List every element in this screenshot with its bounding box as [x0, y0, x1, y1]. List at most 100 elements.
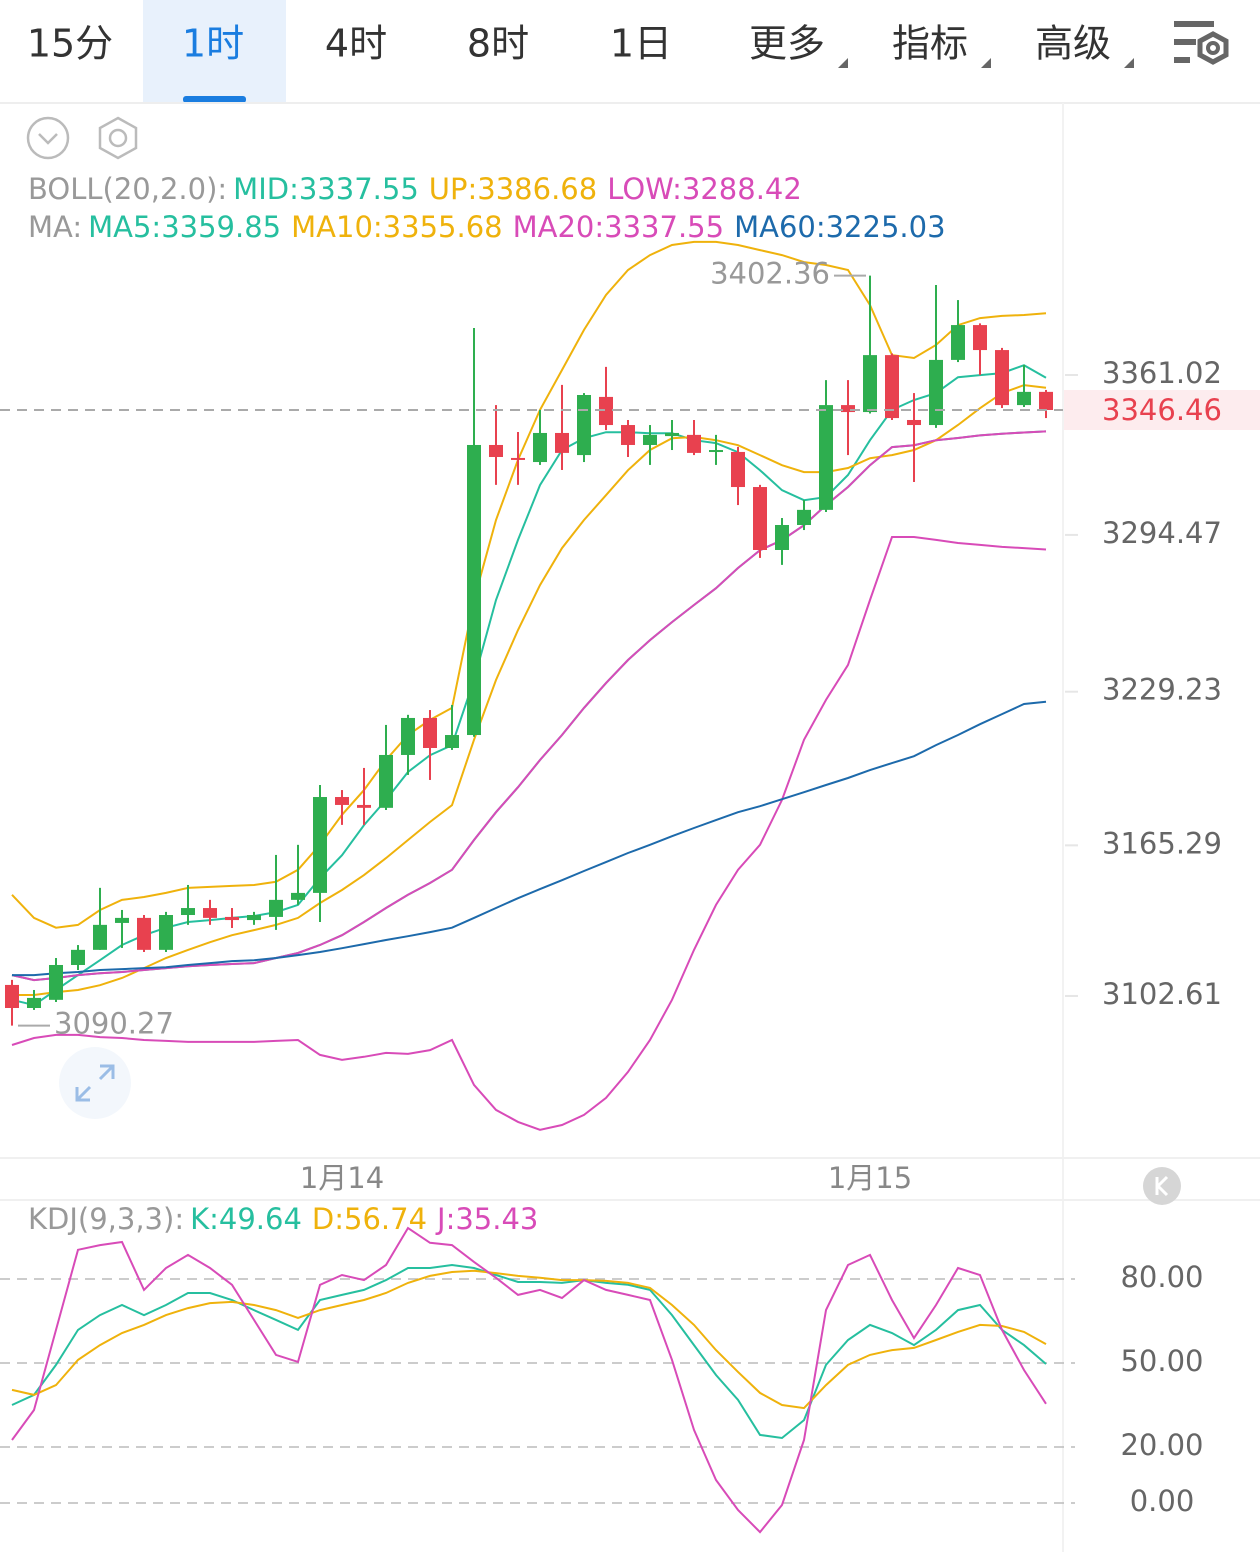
expand-icon: [75, 1064, 115, 1102]
candle-body: [819, 405, 833, 510]
candle-body: [643, 434, 657, 445]
candle-body: [269, 899, 283, 917]
candle-body: [247, 915, 261, 921]
candle-body: [973, 325, 987, 351]
y-tick-label: 0.00: [1130, 1484, 1195, 1518]
candle-body: [731, 451, 745, 488]
candle-body: [577, 394, 591, 456]
candle-body: [5, 984, 19, 1009]
candle-body: [797, 509, 811, 525]
y-tick-label: 80.00: [1120, 1260, 1203, 1294]
tab[interactable]: 15分: [27, 22, 113, 66]
y-tick-label: 50.00: [1120, 1344, 1203, 1378]
tab[interactable]: 高级: [1035, 22, 1111, 66]
legend-label: KDJ(9,3,3):: [28, 1202, 184, 1236]
settings-hex-dot: [108, 128, 128, 148]
current-price-label: 3346.46: [1102, 393, 1222, 427]
dropdown-icon: [981, 58, 991, 68]
y-tick-label: 3361.02: [1102, 356, 1222, 390]
indicator-line: [11, 364, 1047, 1007]
x-tick-label: 1月15: [828, 1161, 912, 1195]
legend-item: MA5:3359.85: [88, 210, 281, 244]
candle-body: [401, 717, 415, 755]
candle-body: [467, 444, 481, 736]
tab[interactable]: 指标: [892, 22, 968, 66]
legend-item: MID:3337.55: [233, 172, 419, 206]
collapse-icon-chevron: [38, 133, 58, 145]
candle-body: [1017, 391, 1031, 406]
candle-body: [313, 797, 327, 893]
candle-body: [885, 355, 899, 419]
indicator-line: [11, 1226, 1047, 1534]
candle-body: [775, 524, 789, 550]
candle-body: [71, 949, 85, 965]
current-price-box: [1064, 389, 1260, 430]
candle-body: [621, 425, 635, 445]
candle-body: [665, 432, 679, 437]
settings-icon[interactable]: [1174, 21, 1229, 65]
dropdown-icon: [838, 58, 848, 68]
candle-body: [489, 444, 503, 457]
candle-body: [203, 908, 217, 918]
k-button-icon: [1155, 1175, 1169, 1197]
y-tick-label: 20.00: [1120, 1428, 1203, 1462]
candle-body: [181, 908, 195, 916]
legend-label: MA:: [28, 210, 82, 244]
indicator-line: [12, 384, 1047, 996]
dropdown-icon: [1124, 58, 1134, 68]
candle-body: [709, 450, 723, 453]
y-tick-label: 3294.47: [1102, 516, 1222, 550]
y-tick-label: 3229.23: [1102, 673, 1222, 707]
settings-hex-icon[interactable]: [98, 116, 138, 160]
candle-body: [951, 325, 965, 360]
indicator-line: [11, 536, 1047, 1131]
legend-label: BOLL(20,2.0):: [28, 172, 227, 206]
expand-button[interactable]: [59, 1047, 131, 1119]
legend-item: J:35.43: [435, 1202, 538, 1236]
tab[interactable]: 1日: [610, 22, 672, 66]
candle-body: [533, 432, 547, 463]
tab[interactable]: 4时: [325, 22, 387, 66]
candle-body: [49, 964, 63, 1000]
tab[interactable]: 1时: [182, 22, 244, 66]
candle-body: [225, 916, 239, 921]
candle-body: [137, 917, 151, 950]
legend-item: UP:3386.68: [429, 172, 597, 206]
y-tick-label: 3102.61: [1102, 977, 1222, 1011]
tab[interactable]: 更多: [749, 22, 825, 66]
legend-item: MA20:3337.55: [513, 210, 724, 244]
candle-body: [445, 735, 459, 748]
candle-body: [423, 717, 437, 748]
candle-body: [93, 924, 107, 950]
candle-body: [511, 457, 525, 460]
charts: 3361.02 3294.47 3229.23 3165.29 3102.61 1月14 1…: [0, 172, 1260, 1534]
y-tick-label: 3165.29: [1102, 826, 1222, 860]
legend-item: MA10:3355.68: [291, 210, 502, 244]
low-marker: 3090.27: [54, 1007, 174, 1041]
candle-body: [115, 917, 129, 923]
collapse-icon[interactable]: [26, 116, 70, 160]
k-button[interactable]: [1143, 1167, 1181, 1205]
tab[interactable]: 8时: [467, 22, 529, 66]
active-tab-indicator: [183, 96, 246, 103]
x-tick-label: 1月14: [300, 1161, 384, 1195]
candle-body: [1039, 391, 1053, 410]
candle-body: [753, 487, 767, 550]
legend-item: D:56.74: [312, 1202, 427, 1236]
candle-body: [995, 350, 1009, 406]
candle-body: [907, 419, 921, 426]
candle-body: [555, 432, 569, 453]
active-tab-bg: [143, 0, 286, 103]
high-marker: 3402.36: [710, 257, 830, 291]
tab-bar: 15分 1时 4时 8时 1日 更多 指标 高级: [27, 0, 1111, 103]
legend-item: K:49.64: [190, 1202, 302, 1236]
indicator-line: [11, 240, 1047, 929]
legend-item: MA60:3225.03: [734, 210, 945, 244]
indicator-line: [12, 700, 1047, 977]
indicator-line: [11, 1269, 1047, 1410]
candle-body: [687, 434, 701, 453]
candle-body: [599, 396, 613, 426]
candle-body: [863, 355, 877, 413]
